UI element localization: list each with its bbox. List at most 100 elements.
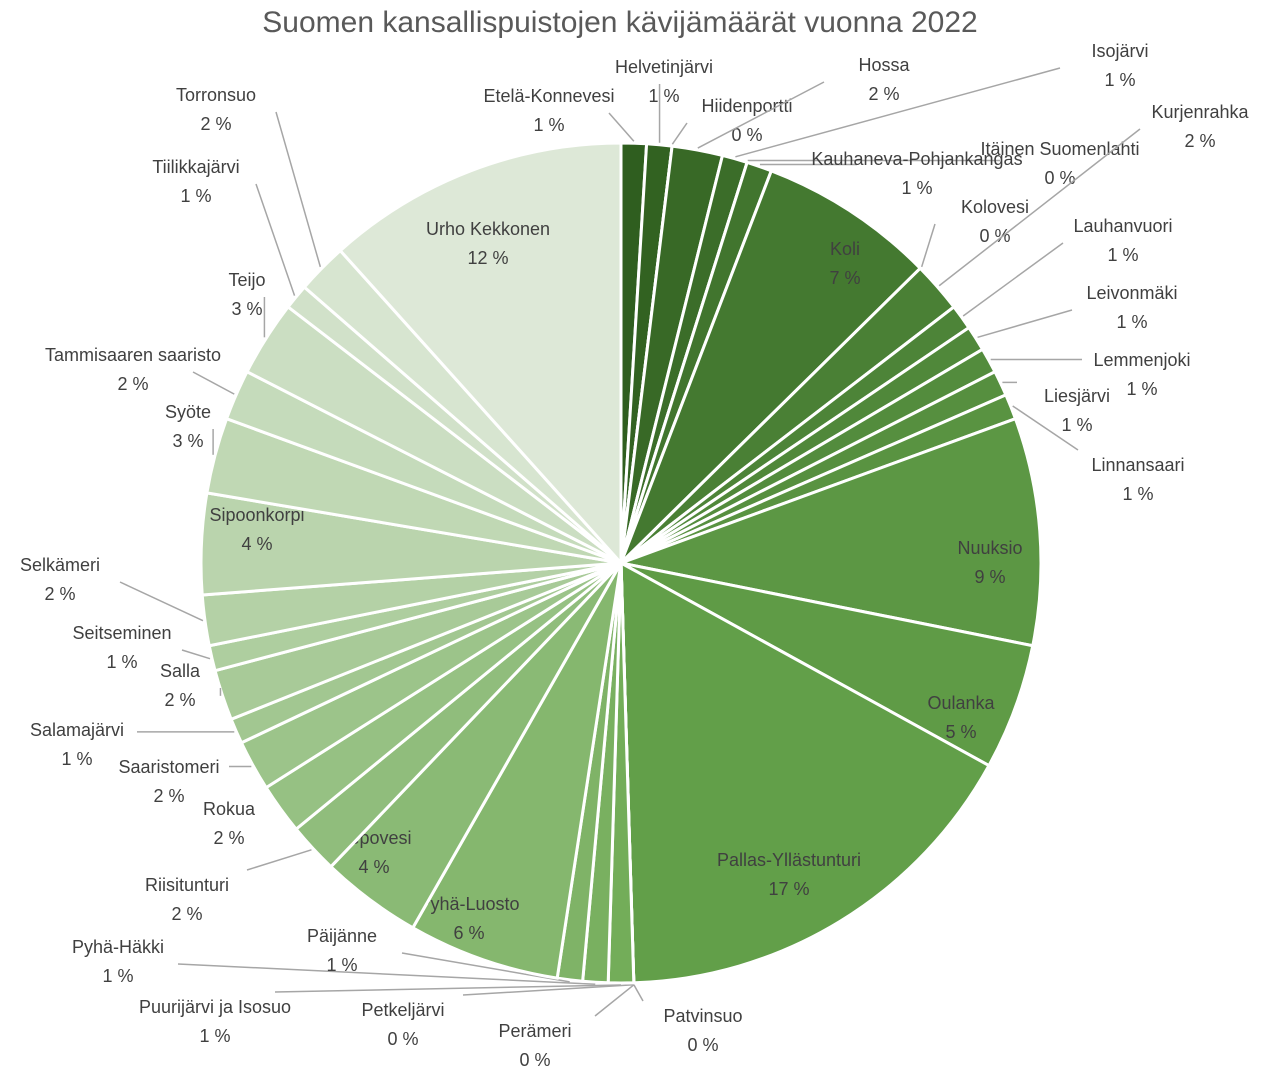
value-label: 0 % xyxy=(1044,168,1075,188)
value-label: 1 % xyxy=(61,749,92,769)
value-label: 9 % xyxy=(974,567,1005,587)
value-label: 2 % xyxy=(153,786,184,806)
slice-label: Seitseminen xyxy=(72,623,171,643)
leader-line xyxy=(977,309,1073,339)
slice-label: Lemmenjoki xyxy=(1093,350,1190,370)
slice-label: Perämeri xyxy=(498,1021,571,1041)
value-label: 17 % xyxy=(768,879,809,899)
slice-label: Patvinsuo xyxy=(663,1006,742,1026)
leader-line xyxy=(697,81,825,149)
value-label: 6 % xyxy=(453,923,484,943)
slice-label: Pallas-Yllästunturi xyxy=(717,850,861,870)
value-label: 1 % xyxy=(106,652,137,672)
slice-label: Etelä-Konnevesi xyxy=(483,86,614,106)
slice-label: Liesjärvi xyxy=(1044,386,1110,406)
slice-label: Petkeljärvi xyxy=(361,1000,444,1020)
slice-label: Linnansaari xyxy=(1091,455,1184,475)
value-label: 2 % xyxy=(868,84,899,104)
value-label: 2 % xyxy=(171,904,202,924)
slice-label: Selkämeri xyxy=(20,555,100,575)
pie-slice xyxy=(338,141,623,567)
value-label: 1 % xyxy=(533,115,564,135)
slice-label: Pyhä-Luosto xyxy=(418,894,519,914)
value-label: 1 % xyxy=(1107,245,1138,265)
slice-label: Sipoonkorpi xyxy=(209,505,304,525)
pie-slice xyxy=(619,560,991,985)
slice-label: Kauhaneva-Pohjankangas xyxy=(811,149,1022,169)
slice-label: Hossa xyxy=(858,55,910,75)
pie-slice xyxy=(615,416,1043,648)
value-label: 3 % xyxy=(172,431,203,451)
leader-line xyxy=(594,984,635,1017)
leader-line xyxy=(462,984,634,996)
value-label: 0 % xyxy=(731,125,762,145)
leader-line xyxy=(274,984,622,993)
value-label: 2 % xyxy=(1184,131,1215,151)
slice-label: Nuuksio xyxy=(957,538,1022,558)
leader-line xyxy=(181,649,211,660)
value-label: 1 % xyxy=(199,1026,230,1046)
value-label: 4 % xyxy=(358,857,389,877)
slice-label: Salla xyxy=(160,661,201,681)
value-label: 0 % xyxy=(979,226,1010,246)
slice-label: Tiilikkajärvi xyxy=(152,157,239,177)
slice-label: Teijo xyxy=(228,270,265,290)
leader-line xyxy=(938,128,1141,287)
slice-label: Tammisaaren saaristo xyxy=(45,345,221,365)
slice-label: Torronsuo xyxy=(176,85,256,105)
leader-line xyxy=(920,223,936,268)
value-label: 0 % xyxy=(687,1035,718,1055)
value-label: 0 % xyxy=(387,1029,418,1049)
leader-line xyxy=(246,849,312,871)
slice-label: Puurijärvi ja Isosuo xyxy=(139,997,291,1017)
leader-line xyxy=(177,963,596,985)
value-label: 12 % xyxy=(467,248,508,268)
slice-label: Itäinen Suomenlahti xyxy=(980,139,1139,159)
slice-label: Urho Kekkonen xyxy=(426,219,550,239)
value-label: 2 % xyxy=(117,374,148,394)
value-label: 2 % xyxy=(200,114,231,134)
pie-slice xyxy=(410,562,623,980)
value-label: 2 % xyxy=(213,828,244,848)
value-label: 2 % xyxy=(164,690,195,710)
value-label: 1 % xyxy=(1061,415,1092,435)
leader-line xyxy=(735,67,1061,158)
value-label: 4 % xyxy=(241,534,272,554)
slice-label: Riisitunturi xyxy=(145,875,229,895)
slice-label: Helvetinjärvi xyxy=(615,57,713,77)
leader-line xyxy=(962,242,1064,317)
value-label: 1 % xyxy=(180,186,211,206)
slice-label: Rokua xyxy=(203,799,256,819)
slice-label: Salamajärvi xyxy=(30,720,124,740)
value-label: 0 % xyxy=(519,1050,550,1070)
leader-line xyxy=(671,122,688,145)
leader-line xyxy=(119,581,204,622)
slice-label: Päijänne xyxy=(307,926,377,946)
value-label: 1 % xyxy=(102,966,133,986)
slice-label: Leivonmäki xyxy=(1086,283,1177,303)
value-label: 2 % xyxy=(44,584,75,604)
leader-line xyxy=(1012,405,1079,451)
slice-label: Koli xyxy=(830,239,860,259)
leader-line xyxy=(633,984,644,1002)
slice-label: Oulanka xyxy=(927,693,995,713)
slice-label: Lauhanvuori xyxy=(1073,216,1172,236)
slice-label: Pyhä-Häkki xyxy=(72,937,164,957)
value-label: 1 % xyxy=(648,86,679,106)
slice-label: Syöte xyxy=(165,402,211,422)
leader-line xyxy=(608,112,635,142)
leader-line xyxy=(192,371,235,395)
leader-line xyxy=(401,952,570,983)
value-label: 3 % xyxy=(231,299,262,319)
value-label: 1 % xyxy=(1122,484,1153,504)
leader-line xyxy=(255,183,296,296)
value-label: 7 % xyxy=(829,268,860,288)
value-label: 1 % xyxy=(1116,312,1147,332)
chart-title: Suomen kansallispuistojen kävijämäärät v… xyxy=(262,6,977,39)
value-label: 5 % xyxy=(945,722,976,742)
value-label: 1 % xyxy=(1104,70,1135,90)
value-label: 1 % xyxy=(1126,379,1157,399)
pie-slice xyxy=(619,168,923,565)
slice-label: Isojärvi xyxy=(1091,41,1148,61)
